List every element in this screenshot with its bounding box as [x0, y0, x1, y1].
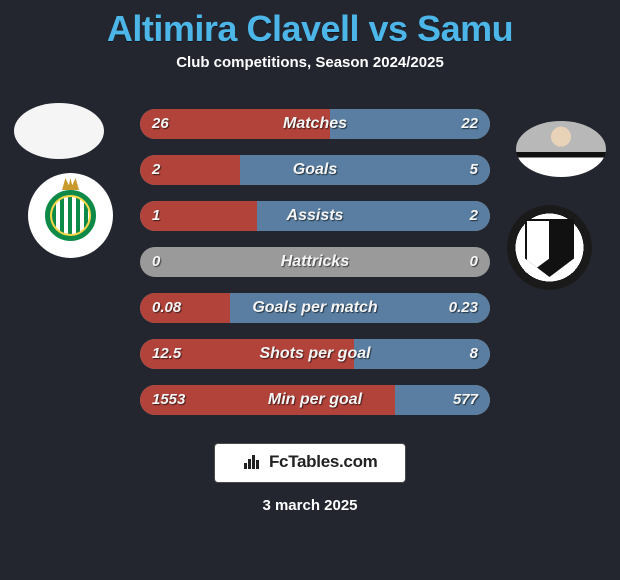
- comparison-title: Altimira Clavell vs Samu: [0, 0, 620, 54]
- stat-label: Matches: [140, 109, 490, 139]
- stat-label: Min per goal: [140, 385, 490, 415]
- stat-row: 2622Matches: [140, 109, 490, 139]
- stat-row: 12.58Shots per goal: [140, 339, 490, 369]
- stat-row: 1553577Min per goal: [140, 385, 490, 415]
- stat-bars: 2622Matches 25Goals 12Assists 00Hattricks 0.…: [140, 109, 490, 431]
- comparison-subtitle: Club competitions, Season 2024/2025: [0, 54, 620, 71]
- stat-row: 25Goals: [140, 155, 490, 185]
- club-right-crest: [507, 205, 592, 290]
- footer-date: 3 march 2025: [0, 497, 620, 514]
- comparison-content: 2622Matches 25Goals 12Assists 00Hattricks 0.…: [0, 95, 620, 435]
- stat-label: Goals per match: [140, 293, 490, 323]
- footer-brand: FcTables.com: [269, 452, 378, 471]
- stat-label: Hattricks: [140, 247, 490, 277]
- stat-label: Goals: [140, 155, 490, 185]
- player-left-avatar: [14, 103, 104, 159]
- stat-row: 12Assists: [140, 201, 490, 231]
- stat-row: 00Hattricks: [140, 247, 490, 277]
- stat-label: Assists: [140, 201, 490, 231]
- stat-row: 0.080.23Goals per match: [140, 293, 490, 323]
- stat-label: Shots per goal: [140, 339, 490, 369]
- footer: FcTables.com 3 march 2025: [0, 443, 620, 514]
- footer-brand-box: FcTables.com: [214, 443, 407, 483]
- club-left-crest: [28, 173, 113, 258]
- bars-icon: [243, 453, 261, 474]
- player-right-avatar: [516, 121, 606, 177]
